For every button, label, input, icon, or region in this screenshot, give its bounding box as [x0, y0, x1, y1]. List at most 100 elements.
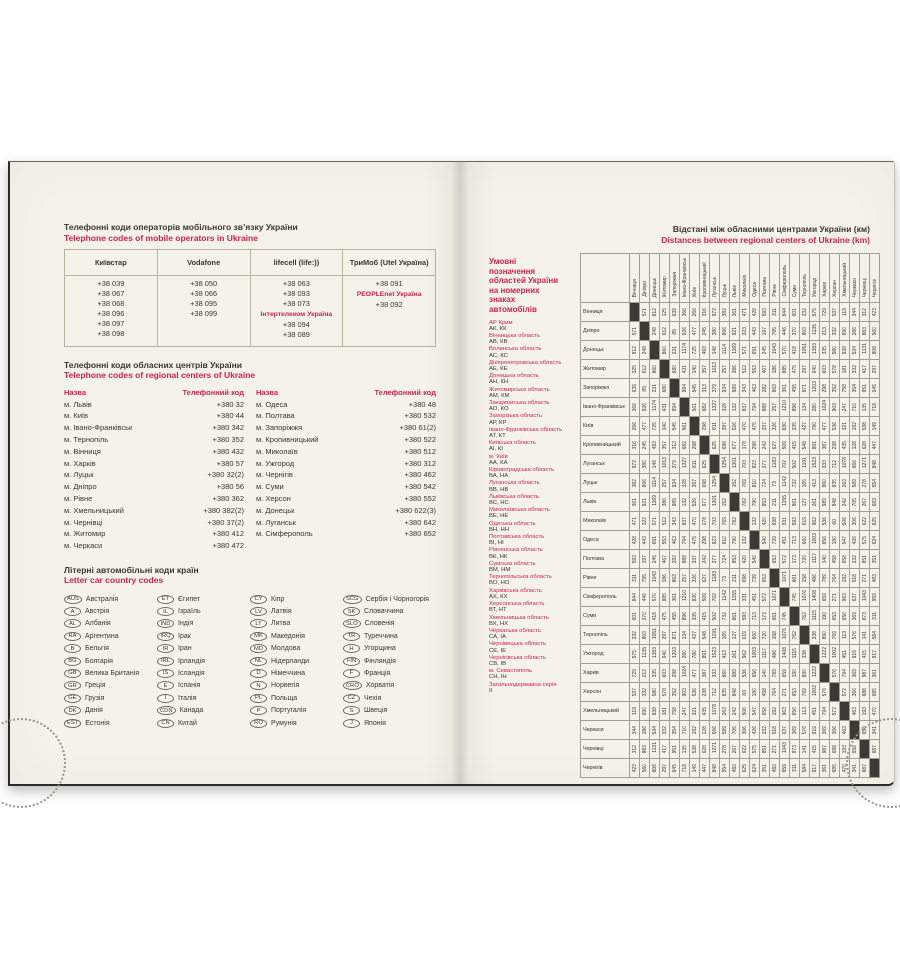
column-city: Миколаїв — [739, 253, 750, 303]
distance-value: 313 — [701, 383, 708, 392]
distance-cell: 134 — [679, 625, 690, 645]
distance-value: 1523 — [811, 456, 818, 468]
distance-value: 578 — [661, 687, 668, 696]
country-name: Угорщина — [364, 645, 396, 653]
distance-value: 361 — [731, 307, 738, 316]
distance-value: 561 — [691, 402, 698, 411]
regional-row: м. Дніпро +380 56 м. Суми +380 542 — [64, 481, 436, 493]
distance-value: 245 — [651, 554, 658, 563]
distance-cell: 782 — [739, 492, 750, 512]
column-city-label: Львів — [731, 284, 738, 297]
country-item: J Японія — [343, 717, 436, 729]
distance-cell: 366 — [679, 302, 690, 322]
distance-cell: 261 — [809, 492, 820, 512]
distance-cell: 387 — [699, 663, 710, 683]
plate-region-name: Чернівецька область — [489, 641, 547, 648]
distance-value: 938 — [651, 706, 658, 715]
city-name: м. Запоріжжя — [256, 423, 303, 433]
distance-value: 860 — [651, 364, 658, 373]
country-name: Велика Британія — [85, 669, 140, 677]
city-name: м. Хмельницький — [64, 505, 124, 515]
country-item: CN Китай — [157, 717, 250, 729]
distance-value: 554 — [721, 763, 728, 772]
distance-value: 812 — [651, 307, 658, 316]
distance-value: 538 — [691, 744, 698, 753]
country-name: Кіпр — [271, 595, 285, 603]
distance-value: 326 — [771, 421, 778, 430]
distance-value: 369 — [851, 668, 858, 677]
distance-value: 926 — [681, 326, 688, 335]
city-phone-code: +380 462 — [404, 470, 437, 480]
distance-value: 1301 — [711, 494, 718, 506]
distance-value: 883 — [861, 326, 868, 335]
country-item: GB Велика Британія — [64, 667, 157, 679]
distance-cell: 267 — [729, 739, 740, 759]
column-city: Кропивницький — [699, 253, 710, 303]
distance-value: 575 — [751, 744, 758, 753]
diagonal-cell — [679, 397, 690, 417]
country-item: B Бельгія — [64, 643, 157, 655]
distance-cell: 263 — [839, 473, 850, 493]
distance-cell: 769 — [829, 625, 840, 645]
distance-value: 278 — [861, 478, 868, 487]
distance-cell: 659 — [779, 663, 790, 683]
distance-cell: 1043 — [649, 568, 660, 588]
distance-value: 891 — [701, 649, 708, 658]
distance-cell: 861 — [789, 492, 800, 512]
distance-value: 769 — [831, 630, 838, 639]
distance-cell: 1003 — [809, 530, 820, 550]
distance-cell: 197 — [639, 549, 650, 569]
distance-value: 890 — [801, 668, 808, 677]
plate-region-codes: АА, КА — [489, 459, 508, 466]
distance-row: Луганськ 972 380 148 1013 379 1327 811 625 1254 13… — [580, 454, 880, 474]
plate-region-codes: СН, ІН — [489, 674, 507, 681]
distance-value: 601 — [791, 307, 798, 316]
distance-cell: 280 — [809, 397, 820, 417]
distance-cell: 810 — [749, 473, 760, 493]
distance-cell: 431 — [659, 397, 670, 417]
distance-cell: 790 — [749, 492, 760, 512]
distance-value: 486 — [811, 573, 818, 582]
distance-value: 1155 — [781, 495, 788, 506]
distances-title-en: Distances between regional centers of Uk… — [661, 234, 870, 245]
country-code-badge: F — [343, 668, 360, 678]
distance-value: 369 — [851, 611, 858, 620]
distance-value: 919 — [811, 725, 818, 734]
distance-value: 589 — [721, 725, 728, 734]
distance-value: 576 — [831, 668, 838, 677]
city-phone-code: +380 512 — [404, 446, 437, 456]
planner-spread: Телефонні коди операторів мобільного зв’… — [8, 161, 895, 786]
country-item: I Італія — [157, 692, 250, 704]
phone-prefix: +38 066 — [190, 289, 218, 298]
distance-cell: 1078 — [839, 454, 850, 474]
plate-region-name: Рівненська область — [489, 547, 543, 554]
city-phone-code: +380 44 — [216, 411, 244, 421]
distance-value: 896 — [681, 611, 688, 620]
distance-value: 1301 — [731, 456, 738, 468]
distance-value: 710 — [681, 725, 688, 734]
plate-entry: Дніпропетровська область АЕ, КЕ — [489, 360, 581, 372]
distance-value: 718 — [871, 402, 878, 411]
distance-cell: 863 — [769, 378, 780, 398]
distance-cell: 213 — [819, 321, 830, 341]
country-code-badge: IRQ — [157, 631, 174, 641]
distance-cell: 477 — [819, 416, 830, 436]
distance-value: 795 — [641, 573, 648, 582]
country-name: Єгипет — [178, 595, 201, 603]
distance-cell: 553 — [659, 530, 670, 550]
city-name: м. Харків — [64, 458, 96, 468]
distance-value: 213 — [641, 668, 648, 677]
distance-cell: 571 — [629, 321, 640, 341]
distance-cell: 475 — [789, 359, 800, 379]
distance-cell: 703 — [739, 454, 750, 474]
distance-value: 335 — [821, 345, 828, 354]
country-name: Литва — [271, 620, 291, 628]
city-phone-code: +380 362 — [212, 493, 245, 503]
distance-cell: 140 — [819, 549, 830, 569]
country-item: A Австрія — [64, 605, 157, 617]
distance-value: 812 — [631, 345, 638, 354]
distance-value: 165 — [801, 478, 808, 487]
distance-value: 382 — [631, 478, 638, 487]
distance-value: 483 — [771, 763, 778, 772]
distance-value: 415 — [861, 649, 868, 658]
